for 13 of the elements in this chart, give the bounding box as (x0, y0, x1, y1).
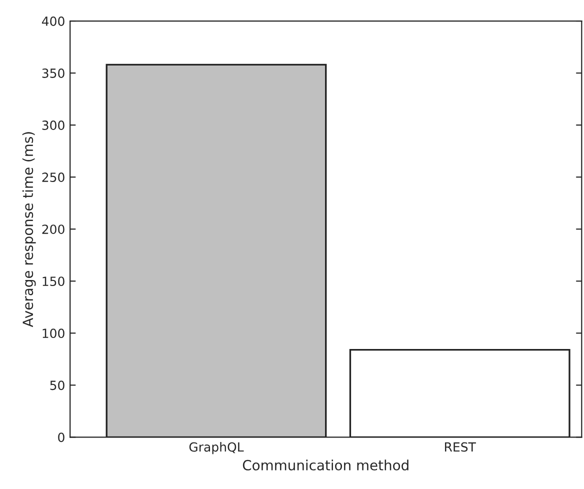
y-axis-title: Average response time (ms) (22, 132, 36, 328)
x-axis-title: Communication method (242, 460, 408, 470)
y-tick-label: 400 (42, 16, 64, 26)
y-tick-label: 350 (42, 68, 64, 78)
y-tick-label: 150 (42, 276, 64, 286)
x-tick-label: REST (445, 442, 476, 452)
y-tick-label: 250 (42, 172, 64, 182)
y-tick-label: 0 (58, 432, 64, 442)
y-tick-label: 50 (50, 380, 64, 390)
y-tick-label: 200 (42, 224, 64, 234)
y-tick-label: 300 (42, 120, 64, 130)
x-tick-label: GraphQL (189, 442, 244, 454)
y-tick-label: 100 (42, 328, 64, 338)
